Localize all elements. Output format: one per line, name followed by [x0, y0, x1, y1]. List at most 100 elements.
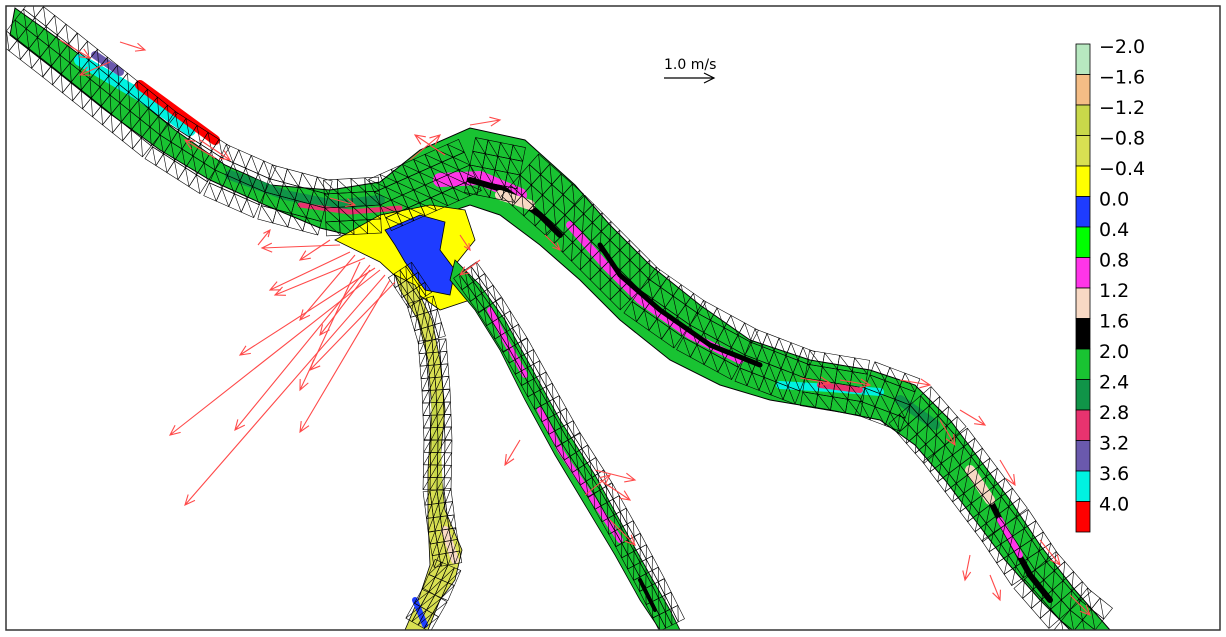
mesh-cell	[439, 351, 449, 365]
legend-swatch	[1075, 257, 1091, 289]
mesh-cell	[626, 520, 641, 537]
legend-label: 1.2	[1099, 280, 1129, 302]
legend-swatch	[1075, 135, 1091, 167]
mesh-cell	[782, 386, 801, 405]
river-network	[6, 6, 1113, 630]
velocity-vector	[959, 409, 987, 426]
velocity-vector	[799, 376, 832, 387]
mesh-cell	[440, 363, 450, 378]
mesh-cell	[240, 198, 260, 219]
legend-swatch	[1075, 318, 1091, 350]
velocity-vectors	[59, 39, 1091, 616]
velocity-vector	[168, 269, 381, 436]
mesh-cell	[661, 327, 683, 349]
legend-label: 4.0	[1099, 494, 1129, 516]
color-legend: −2.0 −1.6 −1.2 −0.8 −0.4 0.0 0.4 0.8 1.2 1.6 2.0 2.…	[1075, 36, 1145, 533]
velocity-vector	[599, 479, 632, 501]
velocity-vector	[609, 519, 636, 546]
mesh-cell	[215, 187, 235, 208]
mesh-cell	[1003, 566, 1024, 586]
mesh-cell	[1074, 619, 1096, 630]
legend-label: 0.8	[1099, 250, 1129, 272]
velocity-vector	[899, 378, 932, 389]
mesh-cell	[132, 137, 152, 158]
velocity-vector	[329, 197, 357, 208]
mesh-cell	[444, 452, 453, 466]
legend-label: −0.4	[1099, 158, 1145, 180]
legend-swatch	[1075, 379, 1091, 411]
velocity-vector	[260, 242, 341, 253]
mesh-cell	[302, 217, 322, 236]
mesh-cell	[609, 289, 631, 311]
mesh-cell	[422, 414, 431, 429]
legend-swatch	[1075, 501, 1091, 533]
velocity-vector	[1069, 594, 1091, 616]
mesh-cell	[443, 464, 452, 479]
velocity-vector	[183, 139, 216, 159]
velocity-vector	[119, 41, 147, 52]
mesh-cell	[23, 6, 44, 19]
mesh-cell	[845, 398, 864, 416]
velocity-vector	[989, 574, 1001, 602]
velocity-vector	[268, 251, 351, 291]
mesh-cell	[414, 328, 426, 345]
legend-label: −2.0	[1099, 36, 1145, 58]
velocity-vector	[199, 139, 232, 161]
mesh-cell	[232, 149, 252, 169]
mesh-cell	[34, 6, 56, 27]
mesh-cell	[438, 338, 448, 353]
mesh-cell	[444, 426, 453, 441]
velocity-vector	[939, 419, 956, 447]
velocity-vector	[257, 228, 271, 246]
legend-label: −0.8	[1099, 128, 1145, 150]
legend-swatch	[1075, 104, 1091, 136]
velocity-vector	[504, 439, 521, 467]
scale-label: 1.0 m/s	[664, 57, 716, 73]
legend-swatch	[1075, 226, 1091, 258]
velocity-vector	[299, 279, 391, 434]
mesh-cell	[228, 193, 248, 213]
mesh-cell	[441, 376, 451, 390]
legend-swatch	[1075, 470, 1091, 502]
legend-swatch	[1075, 43, 1091, 75]
legend-label: −1.6	[1099, 67, 1145, 89]
mesh-cell	[1053, 620, 1074, 630]
mesh-cell	[1082, 608, 1105, 630]
velocity-vector	[309, 281, 396, 371]
legend-swatch	[1075, 196, 1091, 228]
legend-label: −1.2	[1099, 97, 1145, 119]
velocity-vector	[319, 269, 371, 337]
legend-label: 2.8	[1099, 402, 1129, 424]
velocity-vector	[584, 474, 612, 496]
legend-swatch	[1075, 165, 1091, 197]
middle-branch	[449, 259, 681, 630]
legend-swatch	[1075, 409, 1091, 441]
mesh-cell	[257, 160, 277, 180]
mesh-grid	[6, 6, 1113, 630]
velocity-vector	[299, 254, 356, 322]
velocity-vector	[544, 234, 561, 251]
velocity-vector	[459, 234, 471, 252]
velocity-vector	[409, 134, 442, 161]
legend-swatch	[1075, 348, 1091, 380]
mesh-cell	[188, 174, 208, 195]
legend-swatch	[1075, 287, 1091, 319]
mesh-cell	[405, 602, 421, 622]
mesh-cell	[548, 430, 563, 448]
velocity-vector	[594, 469, 637, 483]
legend-label: 2.4	[1099, 372, 1129, 394]
legend-swatch	[1075, 440, 1091, 472]
velocity-vector	[962, 554, 972, 582]
velocity-bands	[74, 51, 1053, 628]
mesh-cell	[421, 389, 430, 404]
velocity-vector	[234, 264, 371, 432]
mesh-cell	[422, 476, 431, 491]
mesh-cell	[717, 359, 739, 380]
velocity-vector	[59, 39, 92, 59]
velocity-vector	[999, 459, 1016, 487]
mesh-cell	[444, 439, 453, 454]
mesh-cell	[426, 517, 436, 533]
scale-arrow: 1.0 m/s	[664, 57, 716, 84]
mesh-cell	[431, 554, 442, 568]
legend-label: 3.2	[1099, 433, 1129, 455]
